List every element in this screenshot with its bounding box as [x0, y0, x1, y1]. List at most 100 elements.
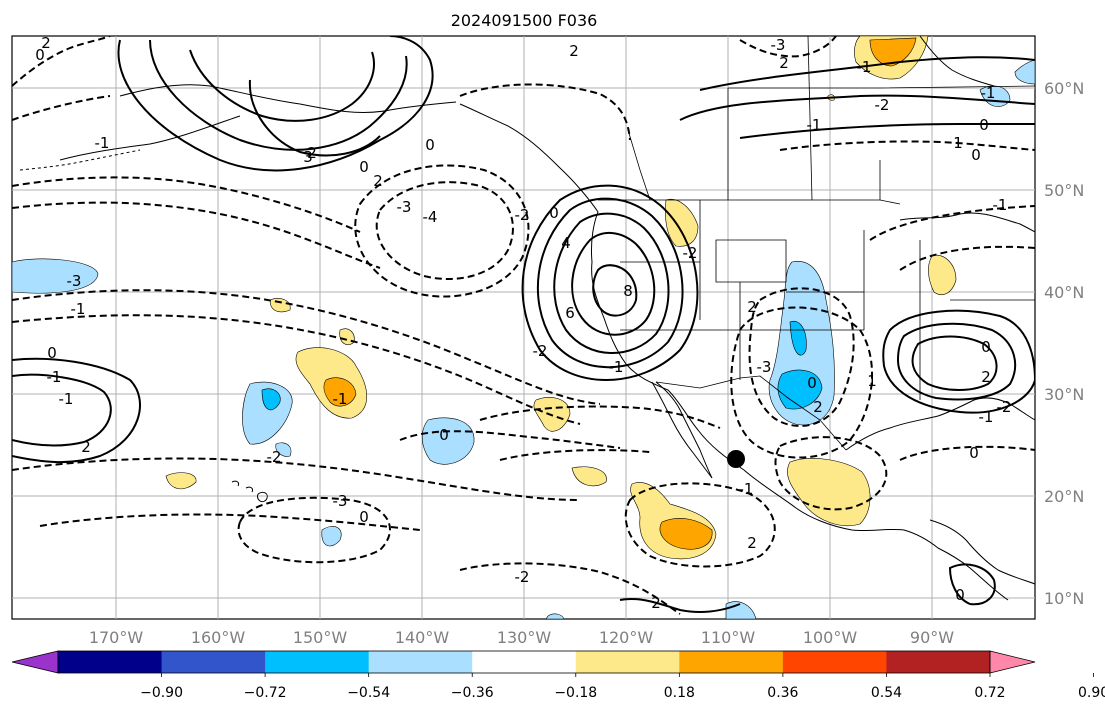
contour-label: -2 [533, 342, 548, 360]
us-mexico-border [655, 375, 847, 451]
coastline-alaska [59, 84, 457, 161]
colorbar-swatch [472, 651, 577, 673]
shade-positive [665, 198, 699, 247]
contour-positive [521, 184, 699, 381]
colorbar-label: −0.72 [244, 685, 287, 701]
contour-label: 2 [307, 144, 317, 162]
lon-tick-label: 100°W [803, 628, 858, 647]
colorbar-extend-max [989, 650, 1036, 674]
colorbar-frame [57, 650, 991, 674]
political-borders [598, 36, 1035, 451]
contour-label: -1 [59, 390, 74, 408]
shade-positive [571, 466, 607, 487]
latitude-tick-labels: 60°N 50°N 40°N 30°N 20°N 10°N [1044, 79, 1084, 608]
contour-label: -4 [423, 208, 438, 226]
colorbar-label: −0.36 [451, 685, 494, 701]
colorbar-label: 0.36 [767, 685, 798, 701]
colorbar-swatch [265, 651, 370, 673]
lat-tick-label: 30°N [1044, 385, 1084, 404]
colorbar-labels: −0.90 −0.72 −0.54 −0.36 −0.18 0.18 0.36 0.54 0.7… [140, 673, 1105, 701]
contour-positive [911, 335, 998, 391]
contour-label: 2 [41, 34, 51, 52]
lon-tick-label: 90°W [910, 628, 954, 647]
lat-tick-label: 40°N [1044, 283, 1084, 302]
contour-negative [899, 445, 1035, 461]
shade-positive-strong [659, 518, 713, 550]
contour-label: -1 [857, 58, 872, 76]
contour-label: 6 [565, 304, 575, 322]
colorbar-swatch [368, 651, 473, 673]
colorbar-swatch [161, 651, 266, 673]
contour-negative [739, 36, 837, 58]
contour-label: 3 [303, 148, 313, 166]
colorbar-label: 0.18 [664, 685, 695, 701]
colorbar-swatch [886, 651, 991, 673]
contour-label: -1 [993, 196, 1008, 214]
contour-negative [12, 95, 111, 121]
contour-label: -2 [875, 96, 890, 114]
shade-positive-strong [323, 377, 357, 407]
coastline-baja [651, 381, 713, 479]
contour-positive [571, 232, 656, 336]
coastline-central-america [929, 519, 1035, 585]
lon-tick-label: 110°W [701, 628, 756, 647]
contour-negative [12, 289, 601, 405]
contour-label: -1 [979, 408, 994, 426]
contour-label: 4 [561, 234, 571, 252]
colorbar [11, 650, 1036, 674]
contour-label: 0 [35, 46, 45, 64]
contour-negative [748, 287, 855, 427]
coastlines [19, 36, 1035, 601]
contour-label: -1 [609, 358, 624, 376]
coastline-hudson [919, 36, 995, 87]
lon-tick-label: 160°W [191, 628, 246, 647]
shade-negative [275, 442, 292, 457]
lat-tick-label: 20°N [1044, 487, 1084, 506]
shade-negative [545, 613, 565, 619]
contour-positive [948, 563, 996, 606]
contour-label: 1 [867, 372, 877, 390]
contour-label: 8 [623, 282, 633, 300]
lon-tick-label: 170°W [89, 628, 144, 647]
contour-label: -3 [67, 272, 82, 290]
shade-positive-strong [869, 37, 917, 67]
contour-layer [12, 36, 1035, 615]
location-marker [727, 450, 745, 468]
coastline-east [899, 212, 1035, 233]
contour-negative [12, 201, 381, 269]
contour-positive [553, 212, 670, 354]
lon-tick-label: 120°W [599, 628, 654, 647]
contour-label: -3 [333, 492, 348, 510]
contour-label: -1 [71, 300, 86, 318]
colorbar-label: −0.54 [347, 685, 390, 701]
contour-negative [479, 405, 721, 429]
coastline-gulf [845, 397, 1035, 451]
contour-label: -1 [807, 116, 822, 134]
contour-negative [12, 176, 361, 233]
contour-label: -1 [47, 368, 62, 386]
contour-positive [679, 94, 1035, 121]
contour-label: 0 [971, 146, 981, 164]
contour-positive [592, 264, 638, 317]
contour-label: -1 [95, 134, 110, 152]
contour-label: 2 [373, 172, 383, 190]
contour-label: -2 [267, 448, 282, 466]
colorbar-label: 0.90 [1078, 685, 1105, 701]
contour-label: -2 [515, 206, 530, 224]
contour-label: -2 [683, 244, 698, 262]
contour-label: 0 [807, 374, 817, 392]
shade-negative [321, 526, 342, 547]
contour-label: -3 [757, 358, 772, 376]
contour-positive [536, 197, 684, 369]
contour-negative [399, 430, 621, 449]
contour-negative [459, 562, 681, 615]
colorbar-extend-min [11, 650, 59, 674]
contour-label: 2 [981, 368, 991, 386]
contour-negative [499, 449, 651, 461]
contour-label: 0 [47, 344, 57, 362]
contour-label: 2 [81, 438, 91, 456]
contour-negative [459, 83, 631, 141]
contour-label: -1 [739, 480, 754, 498]
colorbar-label: 0.54 [871, 685, 902, 701]
